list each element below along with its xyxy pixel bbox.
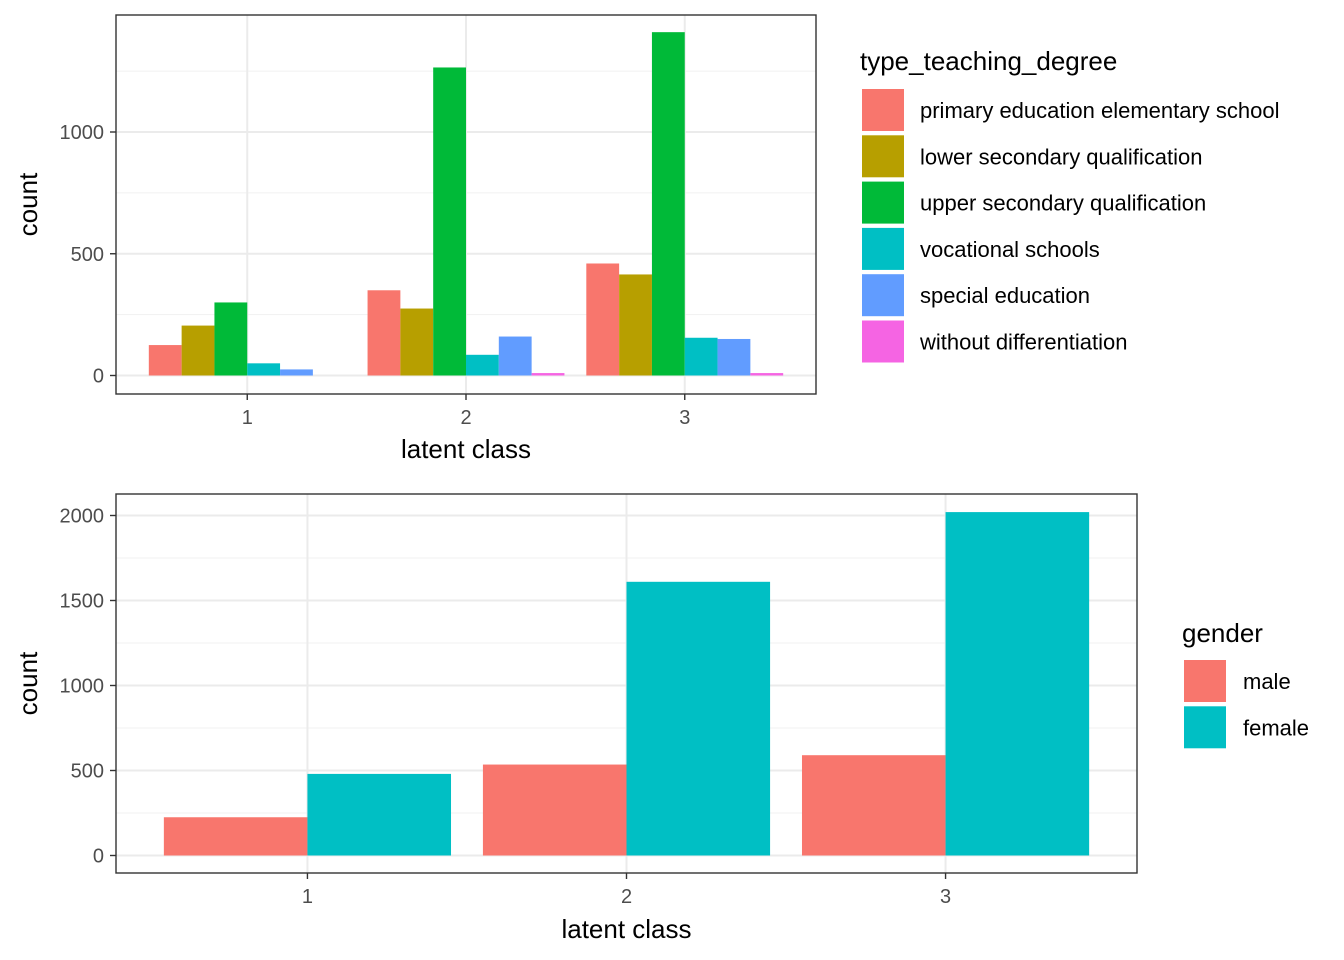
bar-1-special-education-1: [280, 369, 313, 376]
legend-title: type_teaching_degree: [860, 46, 1117, 76]
x-tick-label: 3: [940, 886, 951, 908]
bar-1-lower-secondary-qualification-1: [181, 325, 215, 376]
legend-label: male: [1243, 669, 1291, 694]
bar-2-male-1: [163, 817, 308, 856]
bar-2-female-3: [945, 512, 1090, 856]
x-tick-label: 3: [679, 407, 690, 429]
y-tick-label: 0: [93, 366, 104, 388]
y-tick-label: 1000: [60, 676, 105, 698]
bar-1-vocational-schools-3: [684, 337, 718, 376]
legend-key: [1184, 660, 1226, 702]
legend-key: [862, 227, 904, 270]
bar-1-lower-secondary-qualification-2: [400, 308, 434, 376]
y-tick-label: 0: [93, 846, 104, 868]
bar-1-lower-secondary-qualification-3: [619, 274, 652, 376]
bar-1-special-education-3: [717, 338, 751, 376]
chart-panel-1: 0 500 1000 1 2 3 latent class count type_teachin…: [13, 14, 1280, 464]
bar-2-male-2: [482, 764, 627, 856]
legend-label: primary education elementary school: [920, 98, 1280, 123]
bar-1-primary-education-elementary-school-1: [148, 345, 182, 376]
bar-2-female-2: [626, 581, 771, 856]
legend-label: special education: [920, 283, 1090, 308]
legend-label: upper secondary qualification: [920, 191, 1206, 216]
y-tick-label: 1000: [60, 122, 105, 144]
x-axis-title: latent class: [561, 914, 691, 944]
y-tick-label: 1500: [60, 591, 105, 613]
bar-2-male-3: [801, 755, 946, 856]
bar-1-primary-education-elementary-school-3: [586, 263, 620, 376]
legend-key: [862, 274, 904, 317]
legend-key: [862, 181, 904, 224]
y-axis-title: count: [13, 651, 43, 715]
legend-label: female: [1243, 715, 1309, 740]
legend-key: [862, 89, 904, 131]
bar-2-female-1: [307, 773, 452, 856]
x-axis-title: latent class: [401, 434, 531, 464]
bar-1-vocational-schools-1: [247, 363, 281, 376]
bar-1-without-differentiation-3: [750, 373, 784, 376]
y-tick-label: 2000: [60, 506, 105, 528]
bar-1-special-education-2: [498, 336, 532, 376]
x-tick-label: 2: [460, 407, 471, 429]
legend-key: [862, 320, 904, 363]
bar-1-upper-secondary-qualification-2: [433, 67, 466, 376]
legend-2: gender male female: [1182, 618, 1309, 749]
y-tick-label: 500: [71, 761, 104, 783]
bar-1-upper-secondary-qualification-1: [214, 302, 248, 376]
bar-1-primary-education-elementary-school-2: [367, 290, 401, 376]
legend-key: [862, 135, 904, 178]
legend-key: [1184, 706, 1226, 749]
bar-1-without-differentiation-2: [531, 373, 565, 376]
x-tick-label: 1: [242, 407, 253, 429]
legend-label: lower secondary qualification: [920, 144, 1203, 169]
legend-title: gender: [1182, 618, 1263, 648]
y-tick-label: 500: [71, 244, 104, 266]
x-tick-label: 2: [621, 886, 632, 908]
bar-1-vocational-schools-2: [466, 354, 499, 376]
chart-panel-2: 0 500 1000 1500 2000 1 2 3 latent class count gend…: [13, 493, 1309, 944]
bar-1-upper-secondary-qualification-3: [651, 32, 685, 376]
y-axis-title: count: [13, 172, 43, 236]
legend-label: without differentiation: [919, 330, 1128, 355]
legend-label: vocational schools: [920, 237, 1100, 262]
x-tick-label: 1: [302, 886, 313, 908]
